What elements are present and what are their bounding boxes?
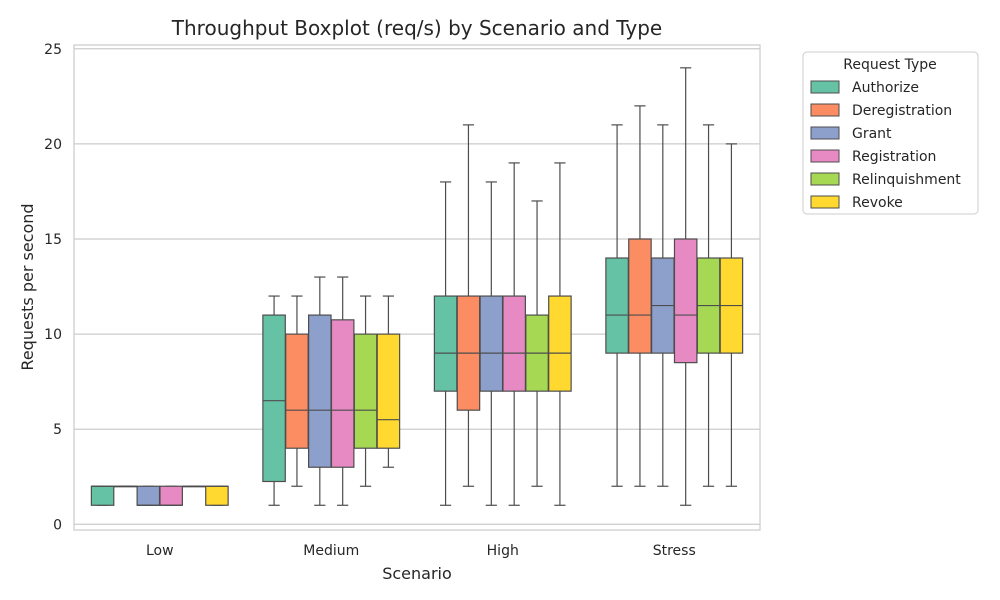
legend-swatch (810, 103, 840, 117)
x-axis-ticks: Low Medium High Stress (146, 543, 696, 559)
box-iqr (285, 333, 309, 449)
y-tick-label: 5 (53, 422, 62, 438)
legend-item-registration: Registration (810, 149, 936, 165)
legend-label: Deregistration (852, 103, 952, 119)
legend-label: Authorize (852, 80, 919, 96)
box-iqr (90, 485, 115, 506)
box-registration-low (159, 485, 183, 506)
legend-item-revoke: Revoke (810, 195, 903, 211)
x-tick-label: Medium (303, 543, 359, 559)
box-iqr (330, 319, 355, 468)
legend: Request Type Authorize Deregistration Gran… (802, 51, 979, 215)
x-axis-label: Scenario (382, 564, 452, 583)
box-marks (90, 67, 744, 506)
box-iqr (605, 257, 629, 354)
y-axis-ticks: 0 5 10 15 20 25 (44, 42, 62, 533)
box-deregistration-low (113, 485, 138, 488)
box-iqr (479, 295, 504, 392)
box-relinquishment-medium (353, 295, 378, 487)
box-registration-medium (330, 276, 355, 506)
legend-items: Authorize Deregistration Grant Registration… (810, 80, 961, 211)
y-tick-label: 10 (44, 327, 62, 343)
legend-label: Revoke (852, 195, 903, 211)
box-iqr (262, 314, 286, 483)
legend-swatch (810, 80, 840, 94)
y-tick-label: 25 (44, 42, 62, 58)
box-deregistration-stress (628, 105, 652, 487)
box-revoke-stress (719, 143, 744, 487)
box-iqr (673, 238, 698, 364)
box-revoke-low (205, 485, 229, 506)
box-iqr (205, 485, 229, 506)
x-tick-label: Low (146, 543, 174, 559)
y-tick-label: 0 (53, 517, 62, 533)
x-tick-label: Stress (653, 543, 696, 559)
legend-label: Registration (852, 149, 936, 165)
box-iqr (628, 238, 652, 354)
box-authorize-medium (262, 295, 286, 506)
box-grant-stress (651, 124, 675, 487)
x-tick-label: High (487, 543, 519, 559)
y-axis-label: Requests per second (18, 203, 37, 370)
box-iqr (308, 314, 332, 468)
chart-title: Throughput Boxplot (req/s) by Scenario a… (171, 16, 662, 40)
grid-lines (74, 48, 760, 525)
box-iqr (548, 295, 572, 392)
box-relinquishment-low (182, 485, 206, 488)
box-iqr (159, 485, 183, 506)
box-relinquishment-stress (696, 124, 721, 487)
box-authorize-low (90, 485, 115, 506)
legend-item-deregistration: Deregistration (810, 103, 952, 119)
legend-title: Request Type (843, 57, 936, 73)
box-authorize-high (433, 181, 458, 506)
box-grant-low (136, 485, 161, 506)
box-iqr (353, 333, 378, 449)
box-deregistration-high (456, 124, 481, 487)
legend-item-relinquishment: Relinquishment (810, 172, 961, 188)
legend-swatch (810, 126, 840, 140)
box-grant-high (479, 181, 504, 506)
box-iqr (433, 295, 458, 392)
y-tick-label: 20 (44, 137, 62, 153)
box-revoke-medium (376, 295, 401, 468)
box-deregistration-medium (285, 295, 309, 487)
legend-item-grant: Grant (810, 126, 892, 142)
box-revoke-high (548, 162, 572, 506)
legend-frame (802, 51, 979, 215)
legend-label: Relinquishment (852, 172, 961, 188)
legend-swatch (810, 172, 840, 186)
legend-label: Grant (852, 126, 892, 142)
y-tick-label: 15 (44, 232, 62, 248)
box-iqr (376, 333, 401, 449)
box-relinquishment-high (525, 200, 549, 487)
legend-item-authorize: Authorize (810, 80, 919, 96)
box-iqr (502, 295, 526, 392)
box-iqr (136, 485, 161, 506)
plot-frame (73, 44, 761, 531)
box-authorize-stress (605, 124, 629, 487)
legend-swatch (810, 195, 840, 209)
box-registration-high (502, 162, 526, 506)
box-registration-stress (673, 67, 698, 506)
legend-swatch (810, 149, 840, 163)
box-grant-medium (308, 276, 332, 506)
